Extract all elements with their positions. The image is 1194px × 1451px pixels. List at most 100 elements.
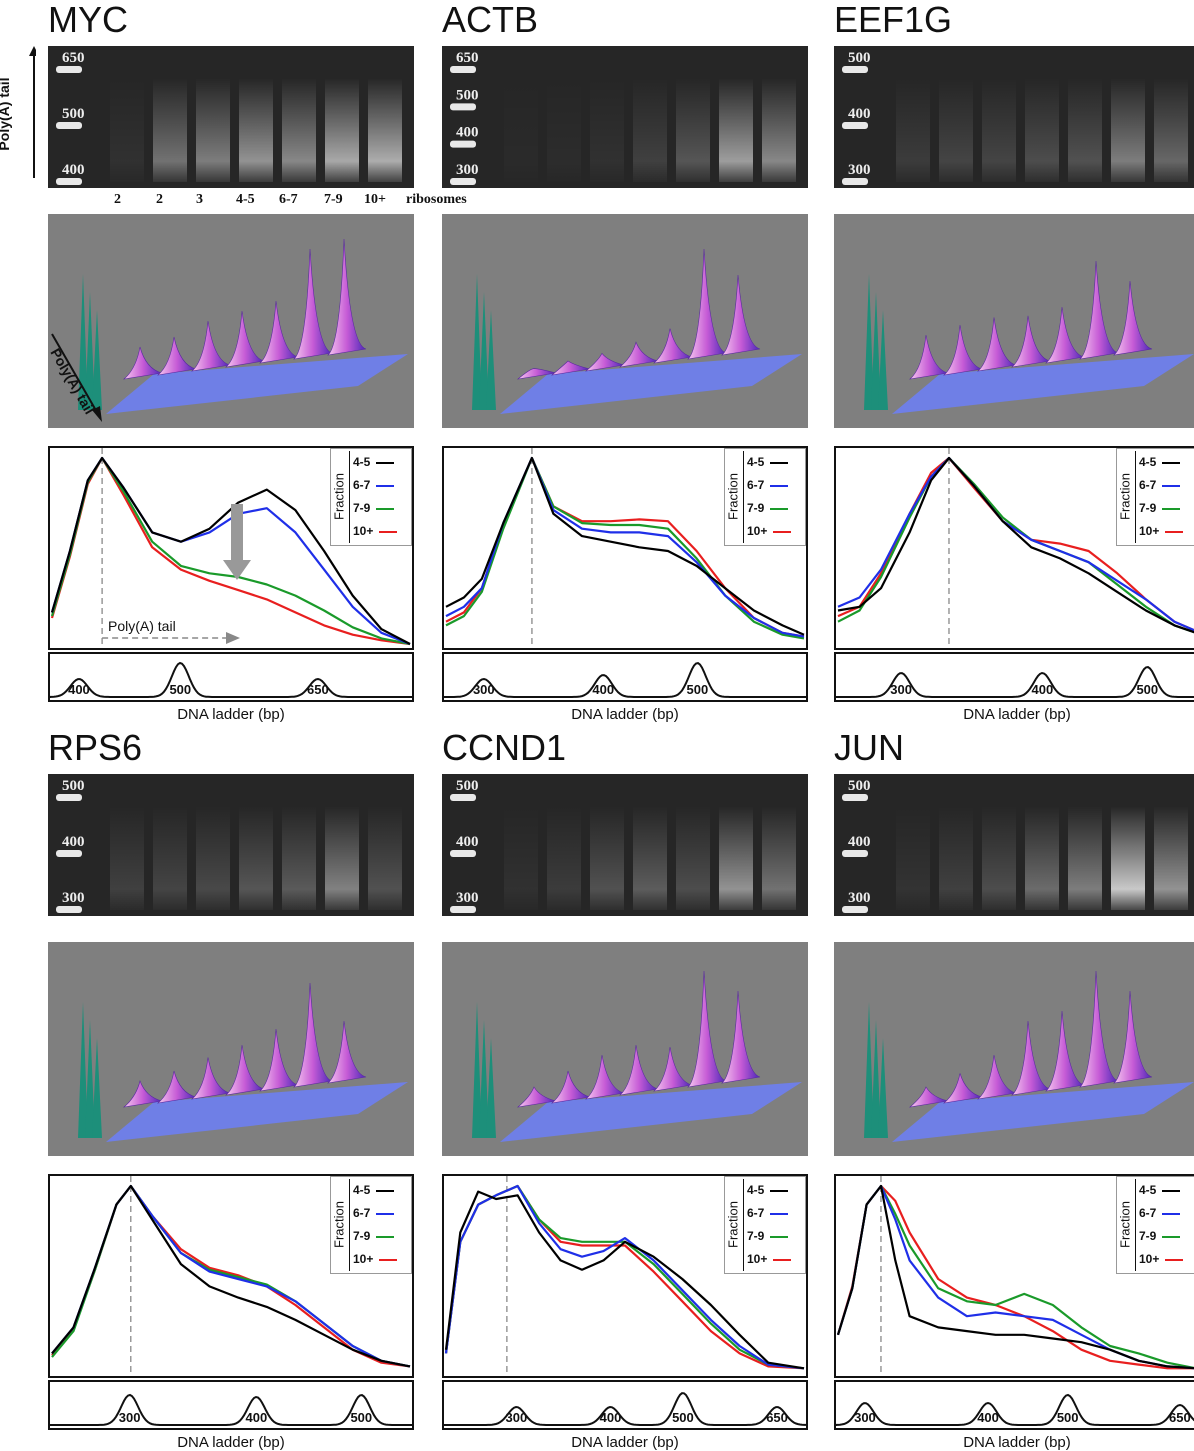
legend-entry-label: 6-7	[1139, 478, 1157, 492]
surface-base	[500, 354, 802, 414]
series-line-4-5	[837, 456, 1194, 634]
gel-lane	[196, 806, 230, 910]
gel-ladder-band	[56, 906, 82, 913]
gel-lane	[325, 806, 359, 910]
surface-plot	[442, 942, 808, 1156]
legend-title-wrap: Fraction	[1117, 1177, 1133, 1275]
gel-lane	[368, 806, 402, 910]
surface-ladder-spike	[871, 1020, 881, 1138]
ladder-peak-label: 400	[1031, 682, 1053, 697]
gel-lane	[153, 806, 187, 910]
gel-lane	[676, 78, 710, 182]
gel-lane	[719, 78, 753, 182]
legend-entries: 4-5 6-7 7-9 10+	[743, 1179, 792, 1271]
lane-label: 2	[156, 192, 163, 207]
ladder-peak-label: 400	[977, 1410, 999, 1425]
legend-entry: 6-7	[350, 1202, 397, 1225]
series-line-6-7	[444, 1184, 805, 1370]
legend: Fraction 4-5 6-7 7-9 10+	[330, 1176, 412, 1274]
legend-swatch	[770, 1189, 789, 1192]
surface-ridge	[584, 352, 625, 372]
surface-ridge	[258, 300, 299, 364]
surface-ridge	[516, 1086, 557, 1108]
legend: Fraction 4-5 6-7 7-9 10+	[1116, 1176, 1194, 1274]
ladder-peak-label: 300	[473, 682, 495, 697]
legend-entry-label: 4-5	[1139, 455, 1157, 469]
gel-axis-label: Poly(A) tail	[0, 77, 12, 151]
legend-swatch	[376, 1212, 395, 1215]
gel-lane	[196, 78, 230, 182]
ladder-peak-label: 500	[672, 1410, 694, 1425]
lane-label: 4-5	[236, 192, 255, 207]
gel-lane	[1111, 78, 1145, 182]
legend-swatch	[1162, 507, 1181, 510]
gel-lane	[547, 806, 581, 910]
gel-lane	[368, 78, 402, 182]
ladder-peak-label: 400	[592, 682, 614, 697]
gel-polya-axis: Poly(A) tail	[0, 46, 36, 178]
ladder-peak-label: 300	[890, 682, 912, 697]
gel-ladder-band	[56, 66, 82, 73]
surface-ladder-spike	[472, 1002, 482, 1138]
gel-marker-label: 500	[456, 778, 479, 794]
gel-image: 500 400 300	[442, 774, 808, 916]
legend-swatch	[379, 530, 398, 533]
surface-ladder-spike	[78, 1002, 88, 1138]
gel-ladder-band	[56, 178, 82, 185]
legend-title-wrap: Fraction	[1117, 449, 1133, 547]
surface-ridge	[1044, 1010, 1085, 1092]
gene-title: RPS6	[48, 727, 143, 768]
gel-lane	[504, 78, 538, 182]
series-line-6-7	[445, 456, 805, 638]
ladder-trace-line	[444, 1392, 806, 1426]
gel-marker-label: 300	[62, 890, 85, 906]
surface-ridge	[618, 1044, 659, 1096]
ladder-trace-line	[444, 662, 806, 698]
legend-entry: 6-7	[350, 474, 397, 497]
surface-ridge	[190, 1057, 231, 1100]
surface-axis-arrow	[51, 333, 99, 415]
gel-lane	[282, 78, 316, 182]
ladder-peak-label: 650	[766, 1410, 788, 1425]
gel-marker-label: 500	[62, 778, 85, 794]
dna-ladder-trace: 300 400 500	[442, 652, 808, 702]
profile-plot: Fraction 4-5 6-7 7-9 10+	[834, 1174, 1194, 1378]
gel-lane	[1111, 806, 1145, 910]
surface-ridge	[942, 324, 983, 376]
panel-actb: ACTB 650 500 400 300 Fraction 4-5 6-7 7-9 10+ 300 4…	[442, 0, 812, 723]
gel-lane	[719, 806, 753, 910]
gel-lane	[1025, 806, 1059, 910]
legend-swatch	[1162, 1235, 1181, 1238]
surface-ladder-spike	[92, 1038, 102, 1138]
legend-entry-label: 10+	[1139, 524, 1160, 538]
gene-title: CCND1	[442, 727, 567, 768]
series-line-4-5	[50, 456, 411, 645]
gene-title: EEF1G	[834, 0, 953, 40]
surface-ridge	[1112, 990, 1153, 1084]
gel-ladder-band	[56, 794, 82, 801]
legend-entry-label: 6-7	[353, 478, 371, 492]
surface-ridge	[550, 360, 591, 376]
legend-entry-label: 7-9	[1139, 1229, 1157, 1243]
surface-ridge	[292, 248, 333, 360]
legend-entry-label: 6-7	[353, 1206, 371, 1220]
gel-marker-label: 300	[456, 890, 479, 906]
gel-lane	[982, 806, 1016, 910]
profile-plot: Fraction 4-5 6-7 7-9 10+	[48, 1174, 414, 1378]
gel-marker-label: 500	[456, 87, 479, 103]
surface-base	[500, 1082, 802, 1142]
profile-plot: Poly(A) tail Fraction 4-5 6-7 7-9 10+	[48, 446, 414, 650]
series-line-4-5	[836, 1184, 1194, 1370]
lane-label: 10+	[364, 192, 386, 207]
legend-entry-label: 4-5	[1139, 1183, 1157, 1197]
legend-swatch	[773, 1258, 792, 1261]
gel-marker-label: 400	[456, 834, 479, 850]
gel-lane	[896, 78, 930, 182]
legend-entry-label: 7-9	[1139, 501, 1157, 515]
legend-title: Fraction	[331, 473, 347, 520]
surface-ladder-spike	[864, 1002, 874, 1138]
legend-entry: 6-7	[744, 474, 791, 497]
surface-ladder-spike	[864, 274, 874, 410]
legend-swatch	[379, 1258, 398, 1261]
surface-ridge	[908, 334, 949, 380]
